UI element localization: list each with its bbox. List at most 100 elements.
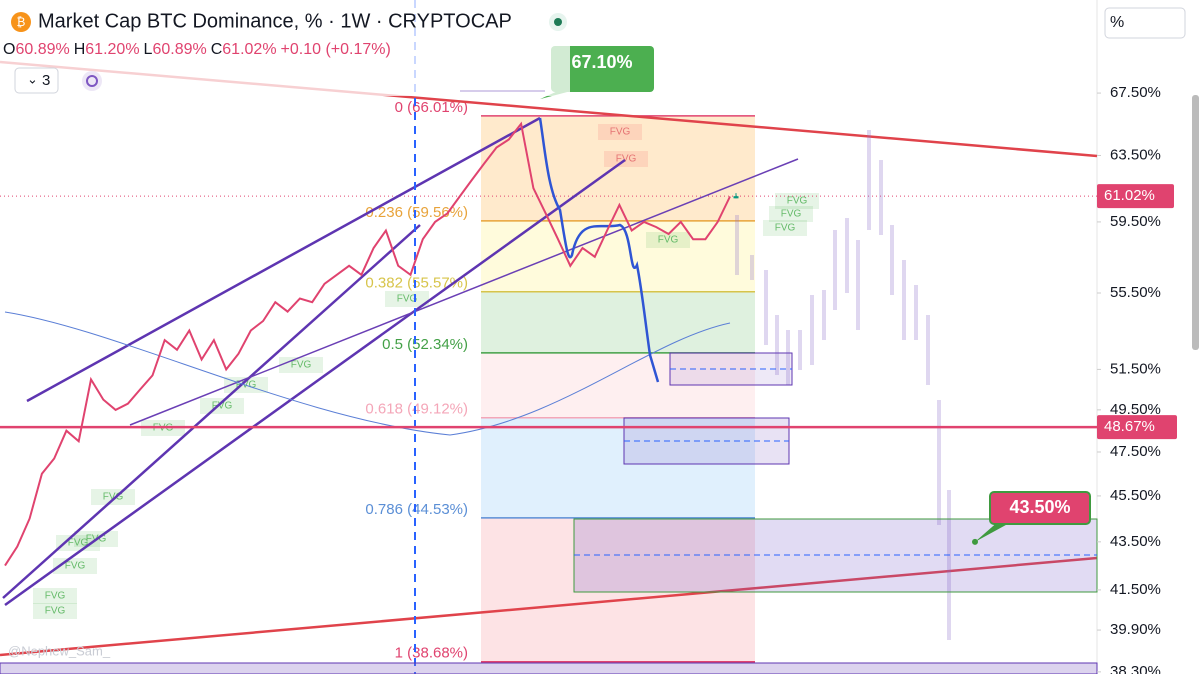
fvg-zone <box>598 124 642 140</box>
unit-button[interactable] <box>1104 7 1186 39</box>
watermark: @Nephew_Sam_ <box>8 643 111 658</box>
y-tick-label: 47.50% <box>1110 443 1161 460</box>
fib-label: 1 (38.68%) <box>395 645 468 662</box>
y-tick-label: 38.30% <box>1110 663 1161 674</box>
fib-zone <box>481 115 755 221</box>
fvg-zone <box>33 588 77 604</box>
fvg-label: FVG <box>291 360 312 371</box>
fib-zone <box>481 220 755 292</box>
drawings <box>1096 0 1199 674</box>
fvg-zone <box>56 535 100 551</box>
price-scale-bg <box>1097 0 1199 674</box>
callout-box <box>551 46 654 92</box>
ohlc-key: L <box>144 41 153 58</box>
callout-label: 43.50% <box>1009 497 1070 517</box>
ohlc-value: 60.89% <box>15 41 69 58</box>
channel-lower <box>4 158 626 607</box>
fvg-label: FVG <box>45 591 66 602</box>
fvg-zone <box>91 489 135 505</box>
y-tick-label: 43.50% <box>1110 533 1161 550</box>
fib-label: 0.382 (55.57%) <box>365 275 468 292</box>
refresh-glyph <box>86 75 98 87</box>
y-tick-label: 63.50% <box>1110 146 1161 163</box>
y-tick-label: 41.50% <box>1110 581 1161 598</box>
bottom-box <box>0 662 1098 674</box>
fvg-zone <box>200 398 244 414</box>
chart-title: Market Cap BTC Dominance, % · 1W · CRYPT… <box>38 10 512 32</box>
fvg-label: FVG <box>775 223 796 234</box>
wedge-line <box>129 158 799 426</box>
ohlc-key: O <box>3 41 15 58</box>
fib-label: 0.618 (49.12%) <box>365 401 468 418</box>
indicator-toggle[interactable] <box>14 67 59 94</box>
fvg-label: FVG <box>65 561 86 572</box>
projection-drawing <box>538 117 660 383</box>
price-badge-label: 61.02% <box>1104 187 1155 204</box>
status-dot <box>554 18 562 26</box>
price-badge <box>1097 415 1177 440</box>
fib-zone <box>481 517 755 662</box>
y-tick-label: 49.50% <box>1110 401 1161 418</box>
candle-body <box>733 196 739 199</box>
fvg-label: FVG <box>103 492 124 503</box>
scrollbar <box>1192 95 1199 350</box>
fib-label: 0 (66.01%) <box>395 99 468 116</box>
indicator-count: 3 <box>42 72 50 89</box>
ohlc-key: H <box>74 41 86 58</box>
ohlc-line: O60.89% H61.20% L60.89% C61.02% +0.10 (+0.17… <box>3 41 391 58</box>
price-line <box>4 121 731 567</box>
fvg-zone <box>775 193 819 209</box>
ohlc-value: 61.20% <box>85 41 139 58</box>
fvg-label: FVG <box>787 196 808 207</box>
y-tick-label: 55.50% <box>1110 284 1161 301</box>
fvg-zone <box>604 151 648 167</box>
refresh-icon[interactable] <box>82 71 102 91</box>
fib-zone <box>481 417 755 518</box>
fvg-zone <box>763 220 807 236</box>
ohlc-value: 61.02% <box>222 41 276 58</box>
y-tick-label: 59.50% <box>1110 213 1161 230</box>
y-tick-label: 45.50% <box>1110 487 1161 504</box>
y-tick-label: 39.90% <box>1110 621 1161 638</box>
moving-average <box>4 311 731 436</box>
ohlc-key: C <box>211 41 223 58</box>
y-tick-label: 67.50% <box>1110 84 1161 101</box>
chevron: ⌄ <box>27 71 38 86</box>
price-badge-label: 48.67% <box>1104 418 1155 435</box>
y-tick-label: 51.50% <box>1110 360 1161 377</box>
unit-label: % <box>1110 14 1124 31</box>
fvg-zone <box>646 232 690 248</box>
coin-icon <box>11 12 31 32</box>
fvg-label: FVG <box>212 401 233 412</box>
fib-zone <box>481 291 755 353</box>
price-badge <box>1097 184 1174 209</box>
channel-mid <box>2 224 421 599</box>
support-trend-line <box>0 556 1098 657</box>
drawings-top <box>0 0 1098 674</box>
fvg-label: FVG <box>781 209 802 220</box>
ohlc-value: 60.89% <box>152 41 206 58</box>
fvg-label: FVG <box>658 235 679 246</box>
callout-label: 67.10% <box>571 52 632 72</box>
fvg-label: FVG <box>397 294 418 305</box>
fvg-zone <box>33 603 77 619</box>
ghost-candles <box>735 130 951 640</box>
fvg-zone <box>385 291 429 307</box>
callout-pointer <box>540 90 575 100</box>
fvg-label: FVG <box>616 154 637 165</box>
fvg-label: FVG <box>68 538 89 549</box>
coin-symbol: ₿ <box>17 15 26 29</box>
fib-label: 0.786 (44.53%) <box>365 501 468 518</box>
change: +0.10 (+0.17%) <box>281 41 391 58</box>
fib-label: 0.5 (52.34%) <box>382 336 468 353</box>
fvg-label: FVG <box>45 606 66 617</box>
fvg-zone <box>769 206 813 222</box>
callout-anchor <box>972 538 978 545</box>
fvg-label: FVG <box>610 127 631 138</box>
callout-box <box>989 491 1091 525</box>
callout-pointer <box>975 520 1015 542</box>
channel-upper <box>26 116 541 403</box>
